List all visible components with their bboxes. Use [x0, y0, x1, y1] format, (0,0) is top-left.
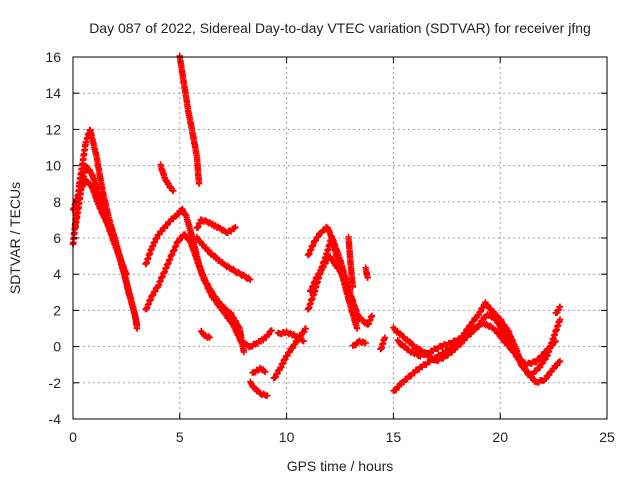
data-points — [69, 52, 564, 400]
data-point — [170, 187, 177, 195]
x-tick-label: 15 — [386, 429, 402, 445]
x-tick-label: 25 — [599, 429, 615, 445]
data-point — [123, 271, 130, 278]
y-tick-label: 0 — [53, 339, 61, 355]
y-tick-label: 4 — [53, 266, 61, 282]
data-point — [300, 337, 307, 345]
data-point — [556, 316, 564, 323]
y-tick-label: 8 — [53, 194, 61, 210]
y-axis: -4 -2 0 2 4 6 8 10 12 14 16 — [45, 49, 607, 427]
data-point — [262, 368, 269, 376]
data-point — [240, 348, 248, 356]
data-point — [205, 333, 212, 340]
data-point — [195, 180, 203, 187]
x-tick-label: 20 — [492, 429, 508, 445]
data-point — [349, 283, 357, 291]
data-point — [364, 274, 371, 282]
data-point — [381, 334, 389, 341]
data-point — [555, 358, 563, 366]
y-tick-label: 6 — [53, 230, 61, 246]
data-point — [353, 325, 361, 332]
y-tick-label: 14 — [45, 85, 61, 101]
data-point — [362, 339, 369, 347]
x-tick-label: 10 — [279, 429, 295, 445]
y-tick-label: 10 — [45, 158, 61, 174]
data-point — [556, 357, 564, 365]
data-point — [302, 325, 310, 332]
data-point — [268, 327, 275, 334]
data-point — [232, 223, 239, 231]
data-point — [264, 392, 271, 399]
y-tick-label: -4 — [49, 411, 62, 427]
x-tick-label: 5 — [176, 429, 184, 445]
y-tick-label: -2 — [49, 375, 62, 391]
x-axis: 0 5 10 15 20 25 — [69, 57, 615, 445]
data-point — [206, 334, 213, 341]
y-tick-label: 12 — [45, 121, 61, 137]
y-axis-label: SDTVAR / TECUs — [7, 182, 23, 294]
y-tick-label: 2 — [53, 302, 61, 318]
data-point — [231, 225, 238, 232]
data-point — [133, 321, 141, 329]
x-axis-label: GPS time / hours — [287, 458, 394, 474]
data-point — [247, 276, 254, 283]
data-point — [368, 312, 376, 320]
data-point — [556, 303, 564, 310]
data-point — [260, 367, 268, 375]
chart-title: Day 087 of 2022, Sidereal Day-to-day VTE… — [89, 20, 591, 36]
data-point — [552, 337, 559, 345]
y-tick-label: 16 — [45, 49, 61, 65]
x-tick-label: 0 — [69, 429, 77, 445]
data-point — [343, 280, 350, 287]
